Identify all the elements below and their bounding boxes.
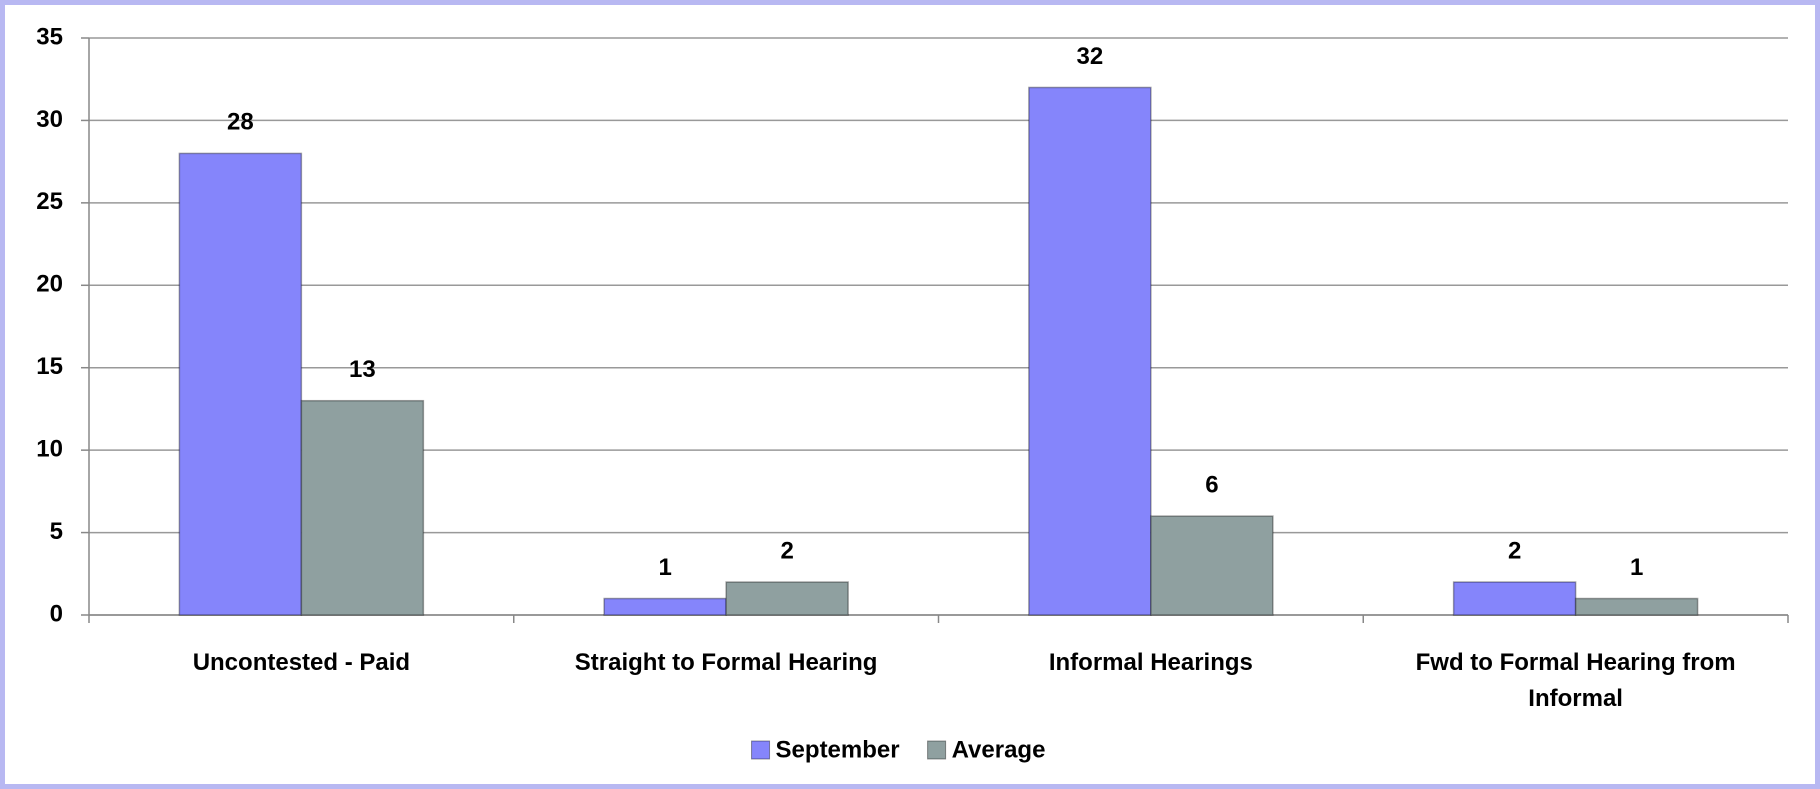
- y-tick-label: 0: [50, 600, 63, 627]
- bar: [603, 597, 727, 616]
- bar: [1574, 597, 1699, 616]
- y-tick-label: 5: [50, 518, 63, 545]
- data-label: 2: [1508, 537, 1521, 564]
- y-tick-label: 10: [36, 435, 63, 462]
- data-label: 1: [1630, 554, 1643, 581]
- data-label: 13: [349, 356, 376, 383]
- data-label: 6: [1205, 471, 1218, 498]
- legend-swatch: [751, 740, 771, 760]
- bar: [1028, 86, 1152, 616]
- legend-label: September: [776, 736, 900, 763]
- x-tick-label: Informal Hearings: [1048, 649, 1253, 676]
- legend-label: Average: [952, 736, 1046, 763]
- y-tick-label: 30: [36, 106, 63, 133]
- bar: [178, 152, 303, 616]
- x-tick-label: Uncontested - Paid: [192, 649, 411, 676]
- bar: [1150, 515, 1274, 616]
- data-label: 2: [780, 537, 793, 564]
- bar: [725, 581, 849, 616]
- y-tick-label: 20: [36, 271, 63, 298]
- y-tick-label: 25: [36, 188, 63, 215]
- data-label: 32: [1077, 43, 1104, 70]
- x-tick-label: Straight to Formal Hearing: [574, 649, 878, 676]
- bar: [300, 399, 425, 616]
- y-tick-label: 15: [36, 353, 63, 380]
- x-tick-label: Fwd to Formal Hearing from Informal: [1415, 649, 1736, 712]
- legend-swatch: [927, 740, 947, 760]
- data-label: 1: [658, 554, 671, 581]
- bar: [1452, 581, 1577, 616]
- y-tick-label: 35: [36, 23, 63, 50]
- data-label: 28: [227, 109, 254, 136]
